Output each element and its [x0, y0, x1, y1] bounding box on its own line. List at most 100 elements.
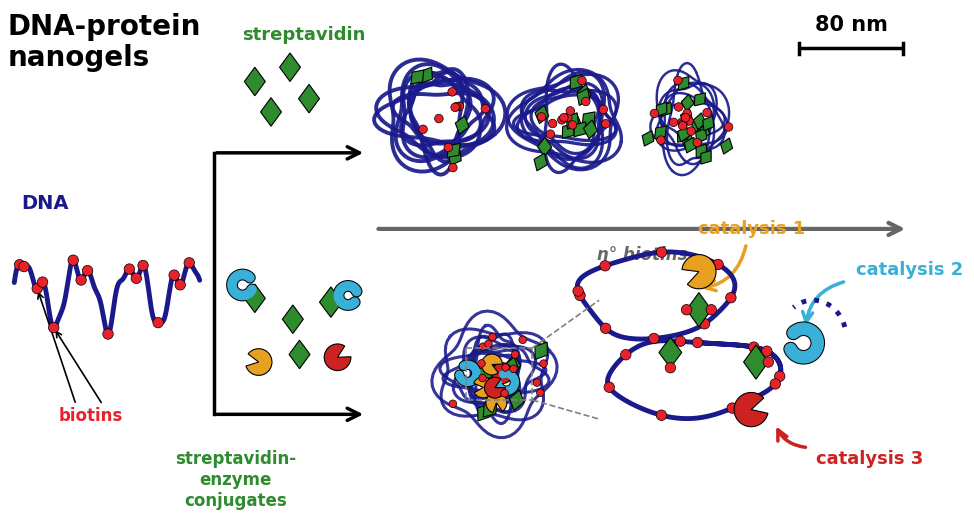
Circle shape: [687, 127, 695, 135]
Circle shape: [419, 125, 428, 134]
Circle shape: [32, 284, 43, 294]
Polygon shape: [679, 76, 689, 90]
Polygon shape: [681, 132, 693, 148]
Circle shape: [131, 273, 141, 284]
Circle shape: [103, 329, 113, 339]
Circle shape: [533, 379, 541, 387]
Circle shape: [453, 103, 461, 111]
Circle shape: [578, 76, 586, 85]
Circle shape: [727, 403, 737, 413]
Polygon shape: [282, 305, 303, 333]
Polygon shape: [642, 130, 654, 146]
Polygon shape: [697, 124, 710, 140]
Circle shape: [568, 120, 577, 129]
Polygon shape: [509, 390, 524, 410]
Polygon shape: [695, 128, 707, 143]
Polygon shape: [678, 126, 690, 142]
Circle shape: [770, 379, 780, 389]
Circle shape: [540, 360, 547, 368]
Polygon shape: [656, 102, 667, 116]
Polygon shape: [244, 67, 265, 96]
Polygon shape: [455, 116, 468, 134]
Circle shape: [685, 117, 693, 125]
Wedge shape: [246, 349, 272, 376]
Circle shape: [763, 357, 773, 367]
Wedge shape: [486, 392, 506, 412]
Polygon shape: [568, 114, 581, 133]
Polygon shape: [681, 109, 693, 125]
Polygon shape: [583, 120, 598, 139]
Circle shape: [679, 120, 688, 128]
Circle shape: [703, 108, 711, 117]
Circle shape: [681, 114, 690, 122]
Circle shape: [566, 107, 575, 115]
Polygon shape: [562, 124, 575, 138]
Circle shape: [557, 116, 566, 124]
Circle shape: [560, 113, 568, 122]
Circle shape: [665, 362, 676, 373]
Circle shape: [485, 340, 492, 348]
Circle shape: [599, 105, 608, 114]
Circle shape: [184, 258, 195, 268]
Text: catalysis 1: catalysis 1: [697, 220, 805, 238]
Circle shape: [675, 336, 686, 347]
Circle shape: [83, 266, 93, 276]
Circle shape: [726, 292, 736, 303]
Circle shape: [449, 164, 457, 172]
Circle shape: [749, 342, 759, 352]
Circle shape: [674, 103, 683, 112]
Circle shape: [175, 280, 185, 290]
Circle shape: [669, 118, 678, 127]
Polygon shape: [505, 357, 519, 377]
Circle shape: [575, 290, 585, 301]
Circle shape: [477, 360, 485, 367]
Circle shape: [762, 346, 772, 357]
Circle shape: [650, 109, 658, 118]
Polygon shape: [535, 342, 547, 359]
Circle shape: [656, 136, 665, 144]
Polygon shape: [694, 93, 705, 106]
Circle shape: [548, 119, 557, 128]
Circle shape: [649, 333, 659, 343]
Circle shape: [49, 322, 59, 333]
Circle shape: [489, 333, 496, 341]
Polygon shape: [289, 340, 310, 369]
Circle shape: [124, 264, 134, 274]
Text: n° biotins: n° biotins: [597, 246, 687, 264]
Circle shape: [679, 122, 687, 130]
Circle shape: [451, 103, 460, 112]
Circle shape: [713, 259, 724, 270]
Polygon shape: [421, 67, 432, 83]
Circle shape: [153, 317, 164, 328]
Wedge shape: [481, 354, 503, 375]
Text: catalysis 2: catalysis 2: [856, 261, 963, 279]
Polygon shape: [687, 292, 711, 327]
Circle shape: [600, 260, 611, 271]
Polygon shape: [319, 287, 342, 317]
Circle shape: [573, 286, 583, 296]
Polygon shape: [692, 119, 702, 133]
Polygon shape: [447, 144, 460, 157]
Polygon shape: [681, 94, 693, 112]
Polygon shape: [574, 122, 586, 137]
Circle shape: [509, 365, 517, 372]
Circle shape: [479, 343, 487, 350]
Circle shape: [693, 337, 703, 348]
Circle shape: [774, 371, 785, 381]
Circle shape: [501, 389, 508, 397]
Polygon shape: [659, 337, 682, 368]
Polygon shape: [570, 75, 581, 89]
Polygon shape: [411, 70, 424, 84]
Polygon shape: [483, 401, 497, 417]
Circle shape: [581, 97, 590, 106]
Circle shape: [706, 305, 717, 315]
Circle shape: [519, 336, 527, 343]
Circle shape: [620, 349, 631, 360]
Circle shape: [76, 275, 87, 285]
Polygon shape: [479, 364, 492, 382]
Circle shape: [19, 261, 29, 272]
Circle shape: [699, 319, 710, 329]
Circle shape: [681, 305, 692, 315]
Circle shape: [449, 400, 457, 408]
Wedge shape: [324, 344, 351, 371]
